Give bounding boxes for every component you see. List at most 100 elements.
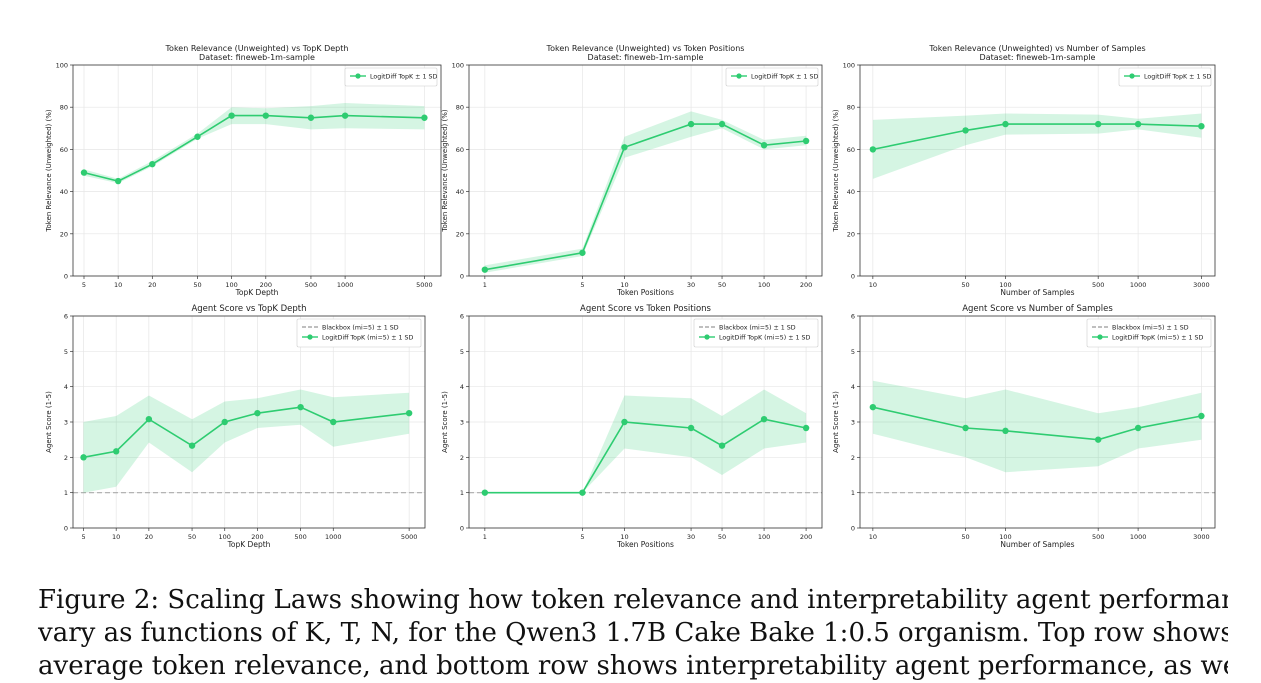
y-tick-label: 80 (60, 104, 68, 112)
y-tick-label: 1 (460, 489, 464, 497)
x-axis-label: TopK Depth (235, 288, 279, 297)
data-point (330, 418, 337, 426)
data-point (262, 112, 269, 119)
y-tick-label: 3 (64, 419, 68, 427)
legend-label-1: Blackbox (mi=5) ± 1 SD (322, 324, 399, 331)
x-tick-label: 50 (718, 533, 726, 541)
chart-title: Token Relevance (Unweighted) vs Number o… (928, 44, 1145, 53)
y-tick-label: 20 (60, 230, 68, 238)
x-axis-label: Number of Samples (1000, 540, 1074, 549)
x-tick-label: 1000 (1130, 533, 1147, 541)
caption-line-2: vary as functions of K, T, N, for the Qw… (38, 618, 1228, 648)
y-tick-label: 40 (847, 188, 855, 196)
x-tick-label: 500 (305, 281, 317, 289)
x-tick-label: 3000 (1193, 533, 1210, 541)
x-axis-label: TopK Depth (227, 540, 271, 549)
chart-title: Token Relevance (Unweighted) vs TopK Dep… (165, 44, 349, 53)
legend-box (725, 67, 819, 87)
x-tick-label: 100 (758, 533, 770, 541)
x-axis-label: Token Positions (616, 540, 674, 549)
data-point (228, 112, 235, 119)
x-tick-label: 50 (188, 533, 196, 541)
x-tick-label: 10 (114, 281, 122, 289)
y-axis-label: Agent Score (1-5) (441, 391, 449, 453)
legend-marker (355, 73, 361, 79)
x-tick-label: 20 (148, 281, 156, 289)
y-tick-label: 80 (847, 104, 855, 112)
x-tick-label: 50 (193, 281, 201, 289)
x-tick-label: 5 (580, 533, 584, 541)
legend-label-1: LogitDiff TopK ± 1 SD (370, 73, 437, 80)
data-point (1134, 120, 1142, 128)
chart-panel-5: 0 1 2 3 4 5 6 1 5 10 30 50 100 200 Token Positions Agen… (441, 304, 823, 549)
x-tick-label: 5000 (416, 281, 433, 289)
x-tick-label: 100 (219, 533, 231, 541)
data-point (802, 137, 810, 145)
data-point (718, 120, 726, 128)
plot-frame (468, 64, 823, 277)
chart-title: Agent Score vs Number of Samples (962, 304, 1113, 314)
sd-band-2 (872, 380, 1202, 473)
data-point (80, 169, 88, 176)
x-tick-label: 50 (718, 281, 726, 289)
y-axis-label: Token Relevance (Unweighted) (%) (45, 109, 53, 232)
legend-label-2: LogitDiff TopK (mi=5) ± 1 SD (322, 334, 414, 341)
x-tick-label: 200 (251, 533, 263, 541)
data-point (869, 403, 877, 411)
y-tick-label: 1 (851, 489, 855, 497)
data-point (114, 177, 122, 185)
y-tick-label: 3 (851, 419, 855, 427)
x-tick-label: 1000 (337, 281, 354, 289)
sd-band-2 (484, 389, 807, 493)
chart-title: Token Relevance (Unweighted) vs Token Po… (546, 44, 745, 53)
data-point (962, 424, 969, 432)
legend-box (344, 67, 438, 87)
data-point (112, 448, 120, 455)
legend-marker (1129, 73, 1135, 79)
y-tick-label: 0 (460, 525, 464, 533)
x-tick-label: 20 (145, 533, 153, 541)
x-tick-label: 500 (294, 533, 306, 541)
data-point (481, 266, 489, 273)
x-tick-label: 10 (112, 533, 120, 541)
legend-box (296, 318, 422, 348)
chart-panel-3: 0 20 40 60 80 100 10 50 100 500 1000 3000 Number of … (832, 44, 1216, 297)
x-tick-label: 5 (81, 533, 85, 541)
chart-title: Agent Score vs Token Positions (580, 304, 712, 314)
data-point (481, 489, 489, 496)
data-point (962, 127, 969, 134)
y-axis-label: Token Relevance (Unweighted) (%) (832, 109, 840, 232)
data-point (188, 442, 196, 449)
x-tick-label: 100 (225, 281, 237, 289)
x-tick-label: 10 (869, 281, 877, 289)
x-tick-label: 500 (1092, 281, 1104, 289)
legend-label-1: Blackbox (mi=5) ± 1 SD (1112, 324, 1189, 331)
y-tick-label: 60 (847, 146, 855, 154)
x-tick-label: 5000 (401, 533, 418, 541)
x-axis-label: Number of Samples (1000, 288, 1074, 297)
legend-marker (704, 334, 710, 340)
x-tick-label: 200 (800, 533, 812, 541)
data-point (307, 114, 315, 121)
data-point (802, 424, 810, 432)
y-tick-label: 2 (460, 454, 464, 462)
series-line-1 (872, 123, 1202, 151)
sd-band-2 (83, 389, 410, 493)
chart-subtitle: Dataset: fineweb-1m-sample (980, 53, 1096, 62)
y-tick-label: 3 (460, 419, 464, 427)
chart-title: Agent Score vs TopK Depth (191, 304, 306, 314)
data-point (687, 424, 695, 432)
data-point (1094, 436, 1102, 443)
chart-panel-4: 0 1 2 3 4 5 6 5 10 20 50 100 200 500 1000 5000 TopK Dept… (45, 304, 426, 549)
data-point (149, 160, 156, 168)
y-tick-label: 0 (460, 273, 464, 281)
data-point (1198, 412, 1205, 420)
caption-line-3: average token relevance, and bottom row … (38, 651, 1228, 681)
data-point (341, 112, 349, 119)
data-point (1002, 427, 1009, 435)
data-point (760, 141, 768, 149)
x-tick-label: 1 (483, 281, 487, 289)
y-tick-label: 20 (456, 230, 464, 238)
chart-panel-6: 0 1 2 3 4 5 6 10 50 100 500 1000 3000 Number of Sampl… (832, 304, 1216, 549)
